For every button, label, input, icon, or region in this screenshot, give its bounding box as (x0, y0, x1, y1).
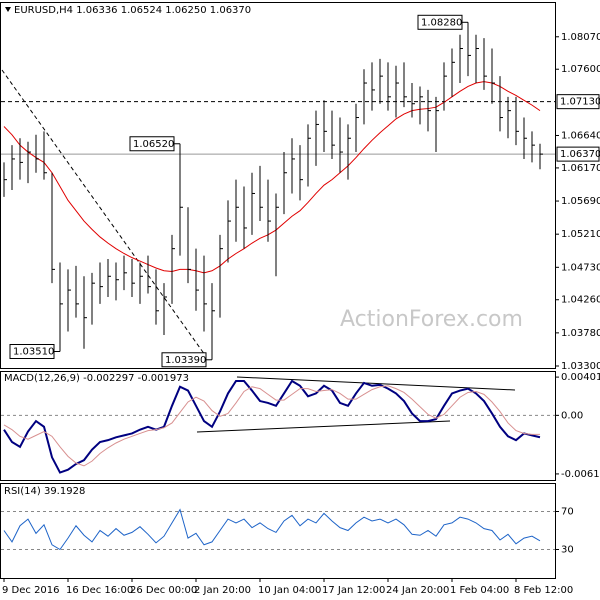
rsi-panel (0, 483, 556, 579)
trend-line (1, 69, 206, 356)
x-tick-label: 1 Feb 04:00 (450, 585, 509, 596)
moving-average (3, 81, 541, 274)
price-panel (0, 2, 556, 369)
y-tick-label: 1.05690 (561, 196, 600, 207)
y-tick-label: 0.00 (561, 410, 583, 421)
chart-title: EURUSD,H4 1.06336 1.06524 1.06250 1.0637… (14, 5, 251, 16)
x-tick-label: 8 Feb 12:00 (514, 585, 573, 596)
panel-arrow (5, 7, 11, 12)
annotation-box (417, 14, 463, 30)
y-tick-label: 1.03780 (561, 328, 600, 339)
x-tick-label: 26 Dec 00:00 (130, 585, 197, 596)
x-tick-label: 9 Dec 2016 (2, 585, 60, 596)
annotation-label: 1.03510 (13, 347, 54, 358)
x-tick-label: 2 Jan 20:00 (194, 585, 251, 596)
annotation-box (9, 344, 55, 360)
macd-title: MACD(12,26,9) -0.002297 -0.001973 (4, 373, 189, 384)
y-tick-label: 1.03300 (561, 361, 600, 372)
watermark: ActionForex.com (340, 307, 523, 332)
x-tick-label: 17 Jan 12:00 (322, 585, 385, 596)
annotation-box (161, 352, 207, 368)
x-tick-label: 10 Jan 04:00 (258, 585, 321, 596)
x-tick-label: 16 Dec 16:00 (66, 585, 133, 596)
macd-trend-line (196, 420, 451, 433)
y-tick-label: 70 (561, 507, 574, 518)
y-tick-label: 1.05210 (561, 229, 600, 240)
x-tick-label: 24 Jan 20:00 (386, 585, 449, 596)
price-box-label: 1.06370 (560, 149, 600, 160)
annotation-label: 1.03390 (165, 355, 206, 366)
y-tick-label: 30 (561, 545, 574, 556)
y-tick-label: 1.07600 (561, 64, 600, 75)
indicator-line (3, 508, 541, 551)
y-tick-label: 0.004011 (561, 372, 600, 383)
annotation-label: 1.06520 (133, 139, 174, 150)
indicator-line (3, 385, 540, 467)
y-tick-label: -0.006143 (561, 469, 600, 480)
price-box (556, 146, 600, 162)
y-tick-label: 1.08070 (561, 32, 600, 43)
annotation-label: 1.08280 (421, 17, 462, 28)
y-tick-label: 1.06640 (561, 130, 600, 141)
indicator-line (3, 379, 541, 474)
macd-panel (0, 371, 556, 481)
y-tick-label: 1.04730 (561, 262, 600, 273)
price-box (556, 94, 600, 110)
annotation-box (129, 136, 175, 152)
price-box-label: 1.07130 (560, 97, 600, 108)
y-tick-label: 1.06170 (561, 163, 600, 174)
macd-trend-line (236, 376, 516, 391)
y-tick-label: 1.04260 (561, 295, 600, 306)
rsi-title: RSI(14) 39.1928 (4, 486, 85, 497)
